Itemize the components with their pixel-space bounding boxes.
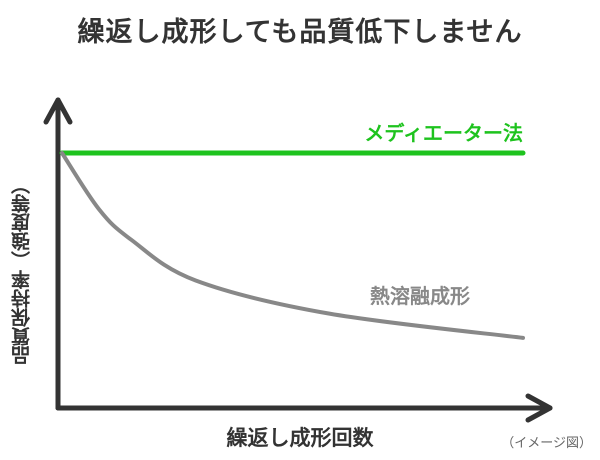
series-label-mediator: メディエーター法 [364,121,523,145]
x-axis-label: 繰返し成形回数 [226,426,374,450]
series-label-melt: 熱溶融成形 [370,284,470,308]
y-axis-arrow [43,97,73,125]
series-line-melt [60,151,525,340]
chart-title: 繰返し成形しても品質低下しません [77,17,523,48]
image-note: （イメージ図） [501,436,592,451]
axes [43,97,553,423]
x-axis-arrow [525,393,553,423]
